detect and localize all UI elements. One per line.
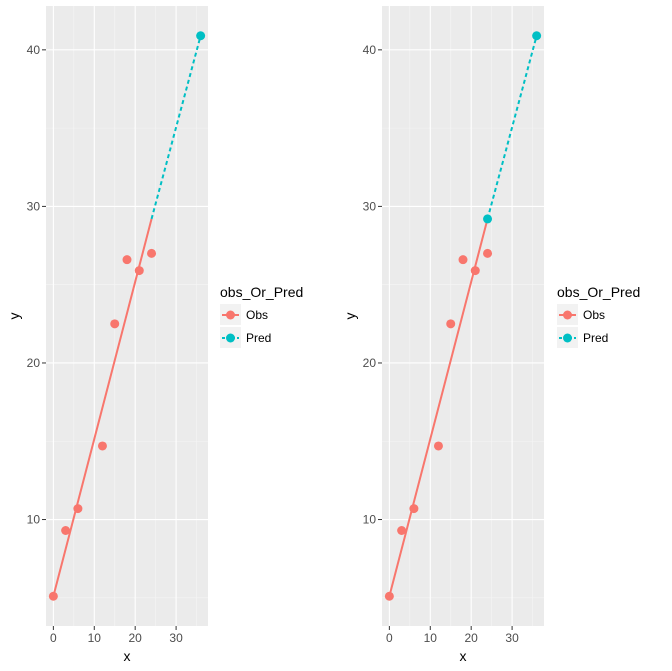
data-point-obs: [384, 591, 394, 601]
x-axis-title: x: [460, 648, 467, 664]
legend-title: obs_Or_Pred: [557, 284, 640, 300]
x-tick-label: 0: [386, 631, 393, 645]
data-point-obs: [483, 248, 493, 258]
x-tick-label: 10: [88, 631, 102, 645]
data-point-obs: [73, 504, 83, 514]
legend-label-obs: Obs: [583, 308, 605, 322]
data-point-obs: [48, 591, 58, 601]
x-tick-label: 10: [424, 631, 438, 645]
legend-key-point: [563, 310, 572, 320]
y-tick-label: 40: [27, 43, 41, 57]
data-point-obs: [470, 266, 480, 276]
legend-label-pred: Pred: [246, 331, 271, 345]
data-point-obs: [134, 266, 144, 276]
legend-key-point: [226, 310, 235, 320]
x-tick-label: 20: [465, 631, 479, 645]
series-line-pred: [150, 35, 202, 220]
data-point-pred: [196, 31, 206, 41]
data-point-obs: [446, 319, 456, 329]
data-point-obs: [97, 441, 107, 451]
data-point-obs: [433, 441, 443, 451]
legend-title: obs_Or_Pred: [220, 284, 303, 300]
x-tick-label: 0: [50, 631, 57, 645]
y-tick-label: 30: [363, 199, 377, 213]
legend: obs_Or_Pred Obs Pred: [557, 284, 640, 348]
data-point-obs: [409, 504, 419, 514]
y-tick-label: 30: [27, 199, 41, 213]
chart-panel-2: 0 10 20 30 10 20 30 40 x y obs_Or_Pred Obs Pred: [342, 6, 640, 664]
chart-panel-1: 0 10 20 30 10 20 30 40 x y obs_Or_Pred Obs Pred: [6, 6, 303, 664]
legend-key-point: [226, 333, 235, 343]
legend-key-point: [563, 333, 572, 343]
data-point-obs: [397, 525, 407, 535]
legend-label-obs: Obs: [246, 308, 268, 322]
legend: obs_Or_Pred Obs Pred: [220, 284, 303, 348]
data-point-obs: [122, 255, 132, 265]
data-point-pred: [483, 214, 493, 224]
series-line-obs: [388, 218, 489, 597]
y-axis-title: y: [6, 313, 22, 320]
data-point-obs: [458, 255, 468, 265]
data-point-obs: [147, 248, 157, 258]
y-tick-label: 20: [27, 356, 41, 370]
series-line-obs: [52, 218, 153, 597]
y-tick-label: 10: [27, 513, 41, 527]
data-point-obs: [61, 525, 71, 535]
y-tick-label: 10: [363, 513, 377, 527]
data-point-pred: [532, 31, 542, 41]
y-tick-label: 40: [363, 43, 377, 57]
x-tick-label: 20: [129, 631, 143, 645]
data-point-obs: [110, 319, 120, 329]
legend-label-pred: Pred: [583, 331, 608, 345]
x-tick-label: 30: [505, 631, 519, 645]
y-tick-label: 20: [363, 356, 377, 370]
series-line-pred: [486, 35, 538, 220]
x-axis-title: x: [124, 648, 131, 664]
y-axis-title: y: [342, 313, 358, 320]
x-tick-label: 30: [169, 631, 183, 645]
